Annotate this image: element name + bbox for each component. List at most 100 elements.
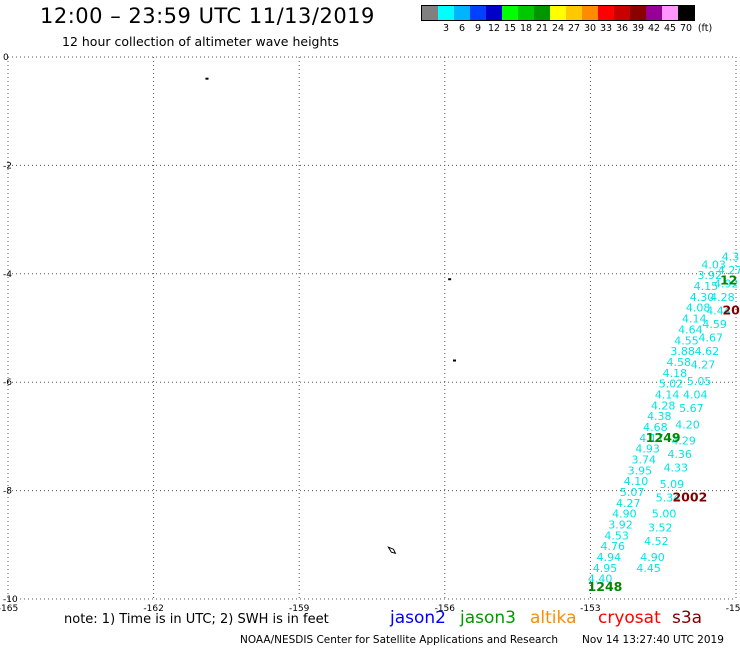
legend-label: 27 bbox=[567, 23, 581, 34]
island-outline bbox=[387, 546, 397, 554]
legend-swatch bbox=[646, 6, 662, 20]
y-tick-label: 0 bbox=[3, 53, 9, 63]
swh-value-label: 4.64 bbox=[678, 323, 703, 336]
legend-label: 45 bbox=[663, 23, 677, 34]
altimeter-tracks: 4.404.954.944.764.533.924.904.275.074.10… bbox=[588, 250, 740, 585]
swh-value-label: 4.28 bbox=[710, 291, 735, 304]
swh-value-label: 4.94 bbox=[597, 551, 622, 564]
islands bbox=[205, 77, 457, 554]
swh-value-label: 4.53 bbox=[604, 529, 629, 542]
x-tick-label: -150 bbox=[726, 604, 740, 614]
legend-swatch bbox=[566, 6, 582, 20]
swh-value-label: 4.59 bbox=[702, 318, 727, 331]
satellite-name-s3a: s3a bbox=[672, 608, 703, 628]
generated-timestamp: Nov 14 13:27:40 UTC 2019 bbox=[582, 634, 724, 646]
satellite-name-jason2: jason2 bbox=[390, 608, 446, 628]
legend-swatch bbox=[486, 6, 502, 20]
x-tick-label: -165 bbox=[0, 604, 18, 614]
swh-value-label: 3.74 bbox=[632, 454, 657, 467]
satellite-name-altika: altika bbox=[530, 608, 577, 628]
legend-swatch bbox=[662, 6, 678, 20]
swh-value-label: 4.52 bbox=[644, 535, 669, 548]
swh-value-label: 3.52 bbox=[648, 521, 673, 534]
swh-value-label: 4.10 bbox=[624, 475, 649, 488]
legend-swatch bbox=[614, 6, 630, 20]
swh-value-label: 4.33 bbox=[664, 462, 689, 475]
legend-label: 6 bbox=[458, 23, 466, 34]
wave-height-legend: 3 6 9 12 15 18 21 24 27 30 33 36 39 42 45 70 (ft) bbox=[421, 5, 712, 35]
map-grid bbox=[7, 56, 737, 600]
legend-swatch bbox=[630, 6, 646, 20]
swh-value-label: 4.95 bbox=[593, 562, 618, 575]
swh-value-label: 4.14 bbox=[682, 313, 707, 326]
legend-label: 24 bbox=[551, 23, 565, 34]
legend-unit: (ft) bbox=[697, 23, 713, 34]
swh-value-label: 4.40 bbox=[588, 573, 613, 586]
swh-value-label: 5.67 bbox=[679, 402, 704, 415]
legend-label: 42 bbox=[647, 23, 661, 34]
swh-value-label: 4.55 bbox=[674, 334, 699, 347]
legend-label: 30 bbox=[583, 23, 597, 34]
swh-value-label: 4.28 bbox=[651, 399, 676, 412]
island-marker bbox=[448, 278, 452, 281]
swh-value-label: 4.90 bbox=[612, 508, 637, 521]
swh-value-label: 4.18 bbox=[663, 367, 688, 380]
island-marker bbox=[453, 359, 457, 362]
legend-swatch bbox=[518, 6, 534, 20]
legend-label: 33 bbox=[599, 23, 613, 34]
swh-value-label: 5.09 bbox=[660, 478, 685, 491]
swh-value-label: 5.00 bbox=[652, 508, 677, 521]
swh-value-label: 4.76 bbox=[600, 540, 625, 553]
legend-label: 9 bbox=[474, 23, 482, 34]
legend-color-bar bbox=[421, 5, 695, 21]
swh-value-label: 4.03 bbox=[701, 258, 726, 271]
track-time-label: 12 bbox=[720, 273, 737, 288]
legend-label: 15 bbox=[503, 23, 517, 34]
legend-swatch bbox=[470, 6, 486, 20]
swh-value-label: 4.68 bbox=[643, 421, 668, 434]
x-tick-label: -153 bbox=[580, 604, 600, 614]
legend-label: 70 bbox=[679, 23, 693, 34]
satellite-name-cryosat: cryosat bbox=[598, 608, 661, 628]
legend-swatch bbox=[582, 6, 598, 20]
page-subtitle: 12 hour collection of altimeter wave hei… bbox=[62, 34, 339, 49]
legend-labels: 3 6 9 12 15 18 21 24 27 30 33 36 39 42 45 70 (ft) bbox=[421, 21, 712, 35]
y-tick-label: -8 bbox=[3, 487, 12, 497]
swh-value-label: 5.02 bbox=[659, 378, 684, 391]
legend-label: 21 bbox=[535, 23, 549, 34]
swh-value-label: 4.67 bbox=[699, 332, 724, 345]
swh-value-label: 4.08 bbox=[686, 302, 711, 315]
swh-value-label: 4.92 bbox=[714, 277, 739, 290]
track-time-label: 1249 bbox=[646, 430, 681, 445]
legend-label: 12 bbox=[487, 23, 501, 34]
swh-value-label: 4.38 bbox=[647, 410, 672, 423]
swh-value-label: 4.36 bbox=[722, 250, 740, 263]
x-tick-label: -159 bbox=[289, 604, 310, 614]
track-time-label: 2002 bbox=[672, 489, 707, 504]
island-marker bbox=[205, 77, 209, 80]
swh-value-label: 3.92 bbox=[698, 269, 723, 282]
swh-value-label: 4.62 bbox=[695, 345, 720, 358]
y-tick-label: -6 bbox=[3, 378, 12, 388]
axis-ticks: -165 -162 -159 -156 -153 -150 0 -2 -4 -6 -8 -10 bbox=[0, 53, 740, 614]
legend-swatch bbox=[502, 6, 518, 20]
legend-swatch bbox=[534, 6, 550, 20]
swh-value-label: 4.15 bbox=[694, 280, 719, 293]
swh-value-label: 3.92 bbox=[608, 519, 633, 532]
track-time-labels: 1248 1249 2002 12 20 bbox=[588, 273, 740, 594]
legend-swatch bbox=[454, 6, 470, 20]
swh-value-label: 5.07 bbox=[620, 486, 645, 499]
legend-label: 18 bbox=[519, 23, 533, 34]
satellite-name-jason3: jason3 bbox=[460, 608, 516, 628]
swh-value-label: 3.95 bbox=[628, 464, 653, 477]
x-tick-label: -162 bbox=[143, 604, 163, 614]
swh-value-label: 5.34 bbox=[656, 491, 681, 504]
legend-label: 39 bbox=[631, 23, 645, 34]
swh-value-label: 4.27 bbox=[691, 359, 716, 372]
footer-note: note: 1) Time is in UTC; 2) SWH is in fe… bbox=[64, 612, 329, 627]
swh-value-label: 4.90 bbox=[640, 551, 665, 564]
legend-label: 3 bbox=[442, 23, 450, 34]
swh-value-label: 4.29 bbox=[671, 435, 696, 448]
legend-swatch bbox=[438, 6, 454, 20]
